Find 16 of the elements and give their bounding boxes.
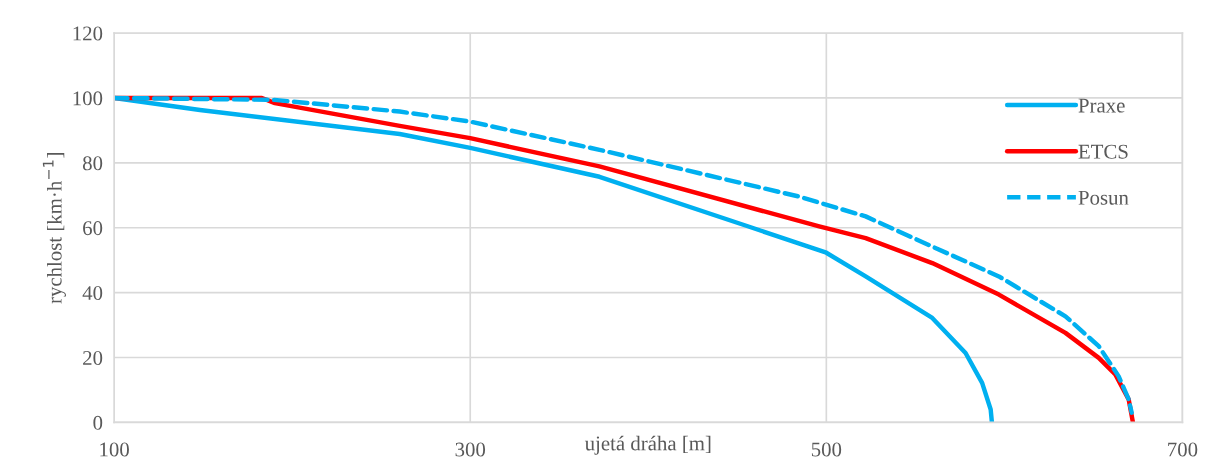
y-tick-label: 60 bbox=[83, 221, 103, 236]
x-axis-title: ujetá dráha [m] bbox=[584, 435, 711, 455]
y-tick-label: 120 bbox=[73, 26, 103, 41]
x-tick-label: 300 bbox=[455, 442, 486, 457]
legend-label: ETCS bbox=[1078, 144, 1128, 159]
x-tick-label: 100 bbox=[100, 442, 129, 457]
y-tick-label: 20 bbox=[83, 350, 103, 365]
y-axis-title: rychlost [km·h$^{−1}$] bbox=[42, 153, 66, 304]
y-tick-label: 80 bbox=[82, 156, 103, 171]
y-tick-label: 0 bbox=[93, 415, 103, 430]
legend-label: Praxe bbox=[1078, 98, 1125, 113]
y-tick-label: 100 bbox=[73, 91, 103, 106]
x-tick-label: 700 bbox=[1168, 442, 1198, 457]
legend-label: Posun bbox=[1078, 190, 1129, 205]
y-tick-label: 40 bbox=[82, 286, 103, 301]
x-tick-label: 500 bbox=[811, 442, 842, 457]
